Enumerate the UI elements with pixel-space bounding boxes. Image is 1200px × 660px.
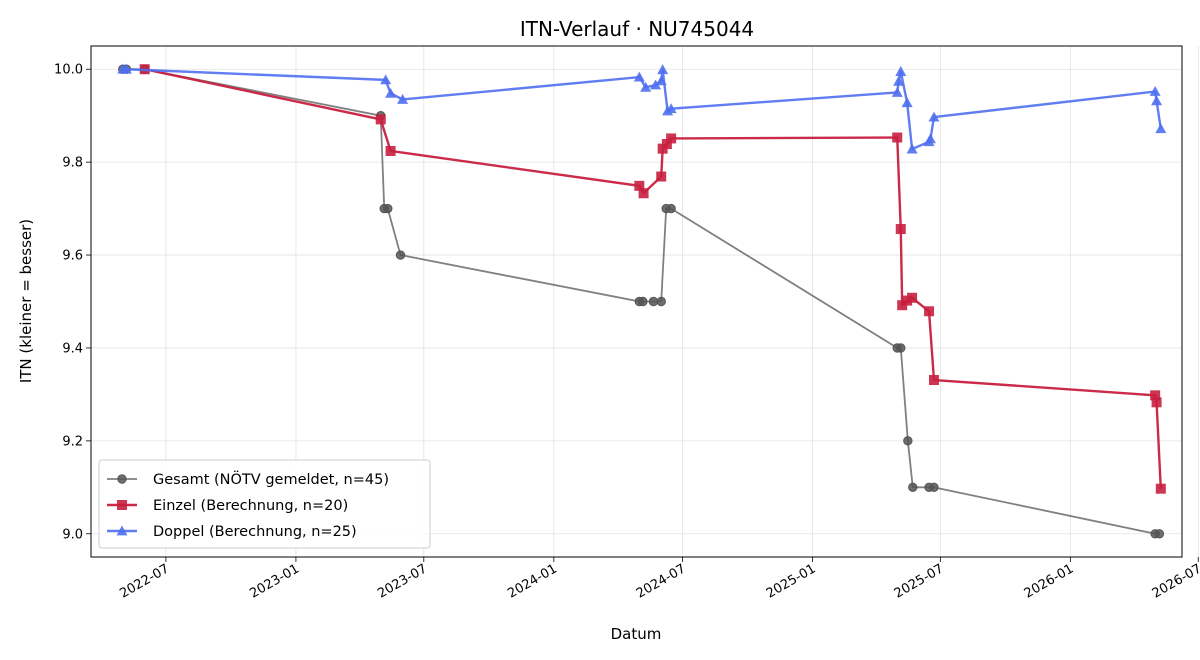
data-point-gesamt	[638, 296, 648, 307]
y-tick-label: 9.2	[62, 434, 83, 449]
y-tick-label: 9.4	[62, 341, 83, 356]
data-point-einzel	[1151, 397, 1162, 408]
legend-label: Gesamt (NÖTV gemeldet, n=45)	[153, 470, 389, 488]
data-point-einzel	[634, 180, 645, 191]
data-point-einzel	[895, 224, 906, 235]
data-point-doppel	[1151, 95, 1163, 106]
data-point-gesamt	[929, 482, 939, 493]
chart-title: ITN-Verlauf · NU745044	[520, 17, 754, 41]
data-point-doppel	[657, 64, 669, 75]
plot-frame	[90, 45, 1183, 558]
y-tick-label: 9.6	[62, 249, 83, 264]
data-point-doppel	[895, 66, 907, 76]
data-point-doppel	[665, 103, 677, 114]
legend: Gesamt (NÖTV gemeldet, n=45) Einzel (Bere…	[98, 459, 431, 549]
y-tick-label: 10.0	[54, 63, 83, 78]
data-point-gesamt	[666, 203, 676, 214]
legend-marker-doppel	[116, 525, 128, 536]
data-point-einzel	[661, 139, 672, 150]
legend-entry-einzel: Einzel (Berechnung, n=20)	[107, 498, 348, 514]
data-point-einzel	[1150, 390, 1161, 401]
series-doppel	[117, 63, 1167, 154]
x-axis-label: Datum	[611, 625, 662, 643]
data-point-gesamt	[383, 203, 393, 214]
series-einzel	[139, 64, 1166, 494]
data-point-einzel	[638, 188, 649, 199]
data-point-gesamt	[395, 250, 406, 260]
data-point-doppel	[640, 81, 652, 92]
data-point-einzel	[375, 114, 386, 125]
data-point-einzel	[666, 133, 677, 144]
data-point-einzel	[385, 145, 396, 156]
data-series	[117, 63, 1167, 539]
legend-marker-gesamt	[117, 474, 127, 484]
data-point-doppel	[385, 87, 397, 98]
grid-lines	[91, 46, 1199, 557]
data-point-gesamt	[896, 343, 906, 353]
data-point-doppel	[928, 111, 940, 122]
data-point-einzel	[924, 306, 935, 317]
legend-entry-gesamt: Gesamt (NÖTV gemeldet, n=45)	[107, 470, 389, 488]
data-point-gesamt	[908, 482, 918, 493]
y-axis-label: ITN (kleiner = besser)	[17, 219, 35, 383]
legend-entry-doppel: Doppel (Berechnung, n=25)	[107, 524, 357, 540]
legend-label: Einzel (Berechnung, n=20)	[153, 498, 348, 514]
data-point-gesamt	[1154, 529, 1165, 539]
data-point-einzel	[928, 375, 939, 386]
data-point-doppel	[1149, 86, 1161, 96]
data-point-einzel	[1155, 483, 1166, 494]
data-point-doppel	[380, 74, 392, 85]
data-point-doppel	[906, 143, 918, 154]
legend-box	[98, 459, 431, 549]
legend-label: Doppel (Berechnung, n=25)	[153, 524, 357, 540]
data-point-einzel	[656, 171, 667, 182]
data-point-doppel	[633, 71, 645, 82]
legend-marker-einzel	[117, 500, 127, 510]
data-point-einzel	[907, 292, 918, 303]
data-point-doppel	[1155, 123, 1167, 134]
data-point-einzel	[892, 132, 903, 143]
y-tick-label: 9.0	[62, 527, 83, 542]
data-point-gesamt	[903, 436, 913, 446]
data-point-doppel	[924, 133, 936, 144]
data-point-doppel	[397, 93, 409, 104]
data-point-gesamt	[656, 296, 666, 307]
data-point-doppel	[901, 97, 913, 108]
data-point-gesamt	[648, 296, 659, 307]
data-point-doppel	[120, 63, 132, 74]
data-point-doppel	[893, 75, 905, 86]
data-point-doppel	[891, 86, 903, 97]
data-point-doppel	[655, 75, 667, 86]
y-tick-label: 9.8	[62, 156, 83, 171]
data-point-doppel	[650, 79, 662, 90]
